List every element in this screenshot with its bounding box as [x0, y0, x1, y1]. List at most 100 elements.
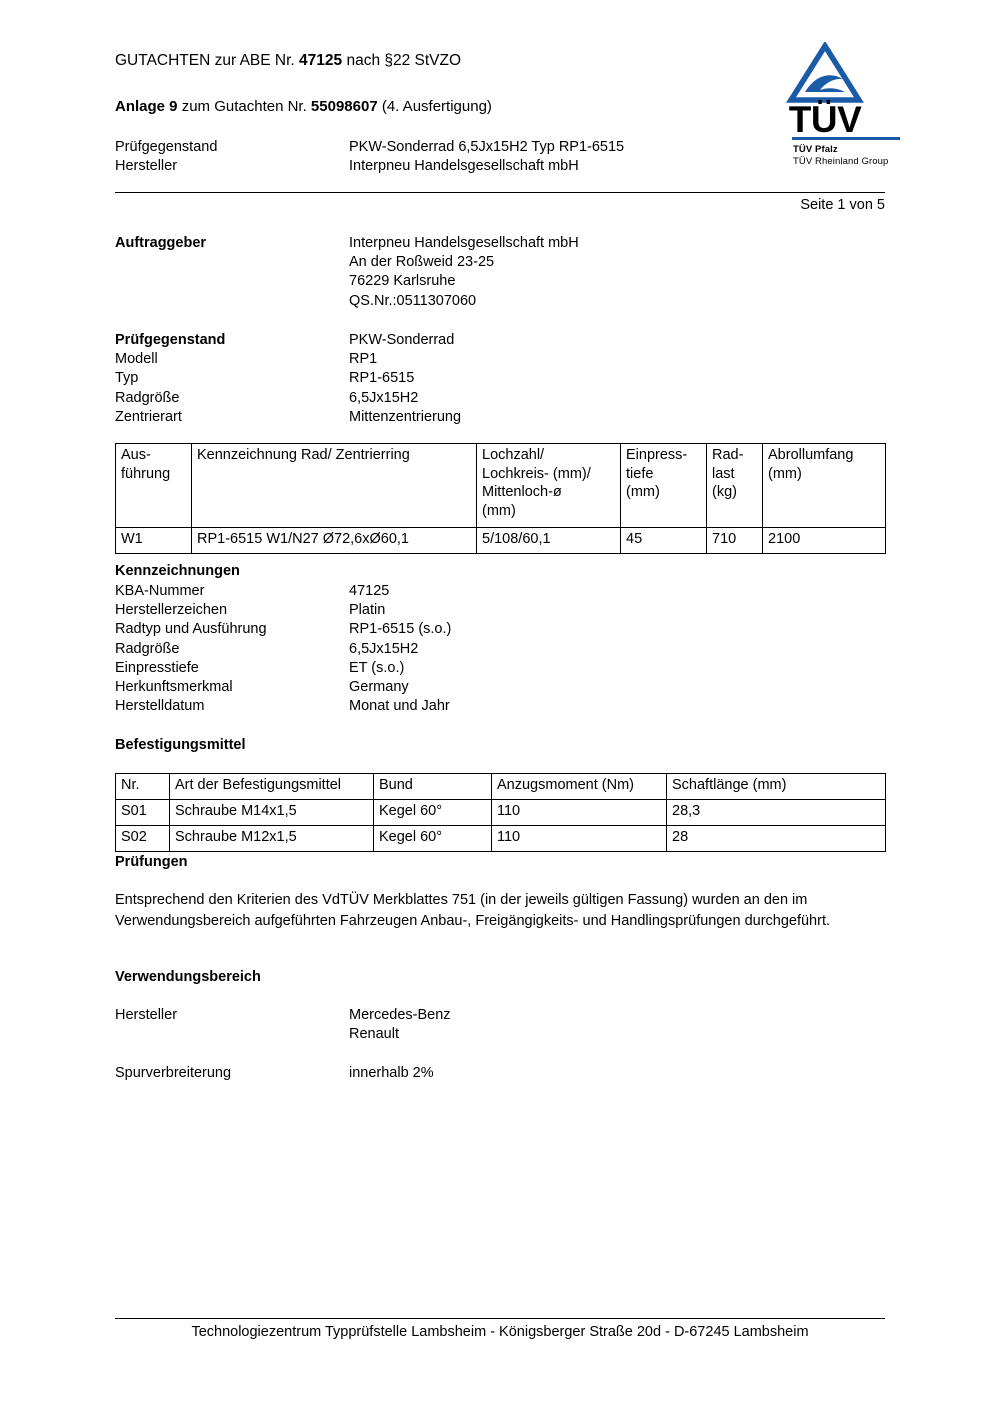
col-header-nr: Nr.	[115, 773, 170, 800]
application-manufacturer-block: Hersteller Mercedes-Benz Renault	[115, 1006, 815, 1044]
marking-row: Herstellerzeichen Platin	[115, 601, 815, 620]
cell-einpresstiefe: 45	[620, 527, 707, 554]
marking-label: Herstellerzeichen	[115, 602, 228, 619]
tuv-wordmark: TÜV	[788, 99, 862, 140]
annex-label: Anlage 9	[115, 98, 178, 115]
application-label: Hersteller	[115, 1007, 178, 1023]
table-row: S01 Schraube M14x1,5 Kegel 60° 110 28,3	[115, 799, 886, 826]
cell-schaftlaenge: 28,3	[666, 799, 886, 826]
wheel-spec-table: Aus- führung Kennzeichnung Rad/ Zentrier…	[115, 443, 886, 554]
marking-label: KBA-Nummer	[115, 583, 205, 599]
document-title-number: 47125	[299, 52, 343, 69]
marking-row: KBA-Nummer 47125	[115, 582, 815, 601]
col-header-kennzeichnung: Kennzeichnung Rad/ Zentrierring	[191, 443, 477, 528]
cell-kennzeichnung: RP1-6515 W1/N27 Ø72,6xØ60,1	[191, 527, 477, 554]
table-row: W1 RP1-6515 W1/N27 Ø72,6xØ60,1 5/108/60,…	[115, 527, 886, 554]
header-label: Hersteller	[115, 158, 178, 174]
cell-radlast: 710	[706, 527, 763, 554]
cell-art: Schraube M14x1,5	[169, 799, 374, 826]
annex-mid: zum Gutachten Nr.	[177, 98, 311, 115]
test-object-row: Modell RP1	[115, 350, 815, 369]
client-row: QS.Nr.:0511307060	[115, 292, 815, 311]
test-object-value: 6,5Jx15H2	[349, 389, 419, 406]
cell-art: Schraube M12x1,5	[169, 825, 374, 852]
tests-paragraph: Entsprechend den Kriterien des VdTÜV Mer…	[115, 892, 831, 929]
application-row: Hersteller Mercedes-Benz	[115, 1006, 815, 1025]
cell-abrollumfang: 2100	[762, 527, 886, 554]
col-header-lochzahl: Lochzahl/ Lochkreis- (mm)/ Mittenloch-ø …	[476, 443, 621, 528]
marking-row: Radgröße 6,5Jx15H2	[115, 640, 815, 659]
col-header-abrollumfang: Abrollumfang (mm)	[762, 443, 886, 528]
header-row-hersteller: Hersteller Interpneu Handelsgesellschaft…	[115, 157, 715, 176]
client-row: 76229 Karlsruhe	[115, 272, 815, 291]
track-widening-value: innerhalb 2%	[349, 1065, 434, 1081]
application-row: Renault	[115, 1025, 815, 1044]
client-spacer	[115, 272, 349, 291]
cell-bund: Kegel 60°	[373, 799, 492, 826]
col-header-art: Art der Befestigungsmittel	[169, 773, 374, 800]
test-object-label: Zentrierart	[115, 408, 182, 425]
col-header-bund: Bund	[373, 773, 492, 800]
test-object-label: Modell	[115, 351, 158, 368]
client-row: An der Roßweid 23-25	[115, 253, 815, 272]
col-header-radlast: Rad- last (kg)	[706, 443, 763, 528]
header-divider	[115, 192, 885, 193]
marking-value: 47125	[349, 583, 390, 599]
col-header-ausfuehrung: Aus- führung	[115, 443, 192, 528]
client-name: Interpneu Handelsgesellschaft mbH	[349, 235, 579, 251]
markings-block: KBA-Nummer 47125 Herstellerzeichen Plati…	[115, 582, 815, 716]
document-title-prefix: GUTACHTEN zur ABE Nr.	[115, 52, 300, 69]
header-value: PKW-Sonderrad 6,5Jx15H2 Typ RP1-6515	[349, 139, 625, 155]
marking-value: RP1-6515 (s.o.)	[349, 621, 452, 638]
client-heading: Auftraggeber	[115, 235, 207, 251]
table-row: S02 Schraube M12x1,5 Kegel 60° 110 28	[115, 825, 886, 852]
test-object-label: Typ	[115, 370, 139, 387]
track-widening-label: Spurverbreiterung	[115, 1065, 232, 1081]
fasteners-heading: Befestigungsmittel	[115, 737, 246, 753]
marking-value: ET (s.o.)	[349, 659, 405, 676]
footer-divider	[115, 1318, 885, 1319]
test-object-row: Zentrierart Mittenzentrierung	[115, 408, 815, 427]
marking-label: Herkunftsmerkmal	[115, 679, 233, 696]
cell-bund: Kegel 60°	[373, 825, 492, 852]
table-header-row: Aus- führung Kennzeichnung Rad/ Zentrier…	[115, 443, 886, 528]
client-qs-number: QS.Nr.:0511307060	[349, 292, 477, 309]
test-object-row: Radgröße 6,5Jx15H2	[115, 389, 815, 408]
marking-label: Radgröße	[115, 640, 180, 657]
marking-value: Germany	[349, 679, 409, 696]
track-widening-block: Spurverbreiterung innerhalb 2%	[115, 1064, 815, 1083]
annex-tail: (4. Ausfertigung)	[377, 98, 492, 115]
col-header-schaftlaenge: Schaftlänge (mm)	[666, 773, 886, 800]
header-info-rows: Prüfgegenstand PKW-Sonderrad 6,5Jx15H2 T…	[115, 138, 715, 176]
footer-address: Technologiezentrum Typprüfstelle Lambshe…	[191, 1324, 809, 1340]
header-label: Prüfgegenstand	[115, 139, 218, 155]
marking-label: Radtyp und Ausführung	[115, 621, 267, 638]
document-title-suffix: nach §22 StVZO	[342, 52, 462, 69]
application-value: Renault	[349, 1026, 399, 1043]
header-row-pruefgegenstand: Prüfgegenstand PKW-Sonderrad 6,5Jx15H2 T…	[115, 138, 715, 157]
test-object-label: Radgröße	[115, 389, 180, 406]
client-block: Auftraggeber Interpneu Handelsgesellscha…	[115, 234, 815, 311]
tuv-logo: TÜV TÜV Pfalz TÜV Rheinland Group	[745, 40, 905, 182]
header-value: Interpneu Handelsgesellschaft mbH	[349, 158, 579, 174]
document-title: GUTACHTEN zur ABE Nr. 47125 nach §22 StV…	[115, 52, 461, 70]
tuv-logo-subtitle-line1: TÜV Pfalz	[793, 144, 838, 155]
client-street: An der Roßweid 23-25	[349, 254, 495, 271]
tuv-triangle-icon	[785, 40, 865, 104]
marking-value: Platin	[349, 602, 386, 619]
marking-row: Einpresstiefe ET (s.o.)	[115, 659, 815, 678]
application-range-heading: Verwendungsbereich	[115, 969, 261, 985]
application-spacer	[115, 1025, 349, 1044]
document-subtitle: Anlage 9 zum Gutachten Nr. 55098607 (4. …	[115, 98, 492, 115]
cell-anzugsmoment: 110	[491, 825, 667, 852]
cell-lochzahl: 5/108/60,1	[476, 527, 621, 554]
col-header-anzugsmoment: Anzugsmoment (Nm)	[491, 773, 667, 800]
report-number: 55098607	[310, 98, 378, 115]
tests-heading: Prüfungen	[115, 854, 188, 870]
marking-value: Monat und Jahr	[349, 698, 450, 715]
client-spacer	[115, 253, 349, 272]
page-indicator: Seite 1 von 5	[800, 197, 885, 213]
marking-row: Herkunftsmerkmal Germany	[115, 678, 815, 697]
track-widening-row: Spurverbreiterung innerhalb 2%	[115, 1064, 815, 1083]
